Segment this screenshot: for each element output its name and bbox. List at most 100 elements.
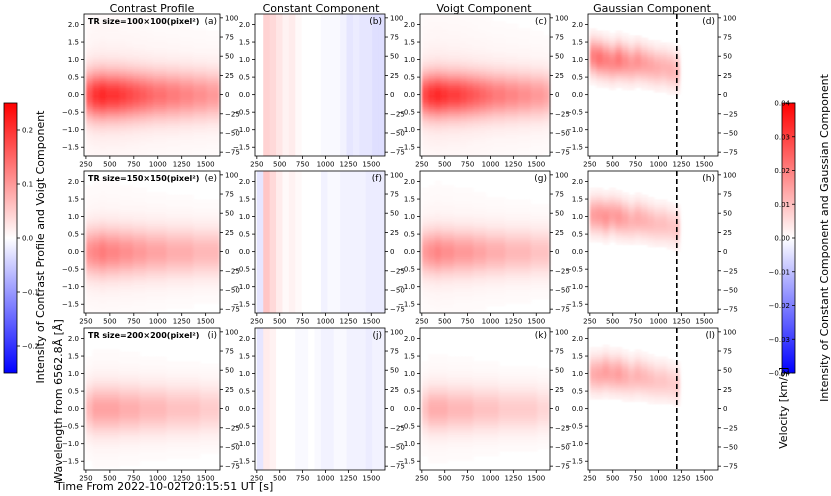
heatmap-cell (106, 189, 114, 193)
heatmap-cell (434, 51, 442, 55)
heatmap-cell (609, 61, 617, 65)
heatmap-cell (441, 40, 449, 43)
heatmap-cell (453, 204, 461, 208)
heatmap-cell (453, 63, 461, 67)
heatmap-cell (660, 85, 668, 88)
heatmap-cell (112, 129, 121, 133)
heatmap-cell (485, 129, 493, 133)
heatmap-cell (447, 101, 455, 105)
heatmap-cell (139, 32, 147, 36)
heatmap-cell (589, 61, 597, 65)
heatmap-cell (466, 56, 474, 60)
heatmap-cell (466, 58, 474, 62)
heatmap-cell (524, 270, 532, 274)
heatmap-cell (213, 139, 220, 143)
heatmap-cell (537, 239, 545, 243)
heatmap-cell (609, 37, 617, 41)
heatmap-cell (166, 291, 174, 295)
heatmap-cell (492, 73, 500, 77)
heatmap-cell (473, 284, 481, 288)
heatmap-cell (112, 70, 121, 74)
heatmap-cell (112, 213, 121, 217)
heatmap-cell (199, 144, 208, 148)
heatmap-cell (186, 37, 194, 41)
heatmap-cell (421, 258, 429, 262)
heatmap-cell (152, 75, 161, 79)
heatmap-cell (460, 134, 468, 138)
heatmap-cell (119, 141, 127, 145)
heatmap-cell (505, 253, 513, 257)
heatmap-cell (460, 61, 468, 65)
heatmap-cell (193, 139, 201, 143)
heatmap-cell (159, 270, 167, 274)
heatmap-cell (179, 96, 188, 100)
heatmap-cell (447, 277, 455, 281)
heatmap-cell (126, 277, 134, 281)
heatmap-cell (485, 21, 493, 25)
heatmap-cell (146, 56, 154, 60)
heatmap-cell (106, 18, 114, 22)
heatmap-cell (498, 234, 506, 238)
heatmap-cell (166, 66, 174, 70)
x-tick-label: 1000 (149, 161, 167, 169)
heatmap-cell (473, 96, 481, 100)
heatmap-cell (453, 199, 461, 203)
heatmap-cell (421, 54, 429, 58)
heatmap-cell (498, 284, 506, 288)
heatmap-cell (447, 308, 455, 312)
heatmap-cell (466, 120, 474, 124)
heatmap-cell (92, 153, 100, 157)
panel-letter: (c) (535, 17, 547, 27)
heatmap-cell (152, 113, 161, 117)
heatmap-cell (159, 277, 167, 281)
heatmap-cell (428, 225, 436, 229)
heatmap-cell (505, 208, 513, 212)
heatmap-cell (511, 225, 519, 229)
heatmap-cell (524, 263, 532, 267)
heatmap-cell (421, 251, 429, 255)
heatmap-cell (505, 85, 513, 88)
heatmap-cell (206, 244, 214, 248)
heatmap-cell (473, 49, 481, 53)
heatmap-cell (152, 260, 161, 264)
heatmap-cell (473, 263, 481, 267)
heatmap-cell (421, 206, 429, 210)
heatmap-cell (186, 73, 194, 77)
heatmap-cell (647, 82, 655, 86)
heatmap-cell (460, 237, 468, 241)
heatmap-cell (498, 298, 506, 302)
heatmap-cell (92, 111, 100, 114)
heatmap-cell (159, 144, 167, 148)
heatmap-cell (421, 187, 429, 191)
heatmap-cell (213, 113, 220, 117)
heatmap-cell (85, 85, 94, 88)
heatmap-cell (213, 146, 220, 150)
heatmap-cell (524, 294, 532, 298)
heatmap-cell (186, 251, 194, 255)
heatmap-cell (543, 137, 550, 141)
heatmap-cell (505, 151, 513, 155)
heatmap-cell (466, 303, 474, 307)
heatmap-cell (596, 82, 604, 86)
panel-1-4: 250 500 750 1000 1250 1500−1.5−1.0−0.50.00.51… (566, 13, 738, 169)
heatmap-cell (106, 28, 114, 32)
heatmap-cell (485, 260, 493, 264)
heatmap-cell (473, 199, 481, 203)
heatmap-cell (447, 256, 455, 260)
heatmap-cell (92, 206, 100, 210)
heatmap-cell (485, 68, 493, 72)
heatmap-cell (132, 249, 141, 253)
heatmap-cell (466, 111, 474, 114)
y-tick-label: 0.0 (404, 91, 415, 99)
heatmap-cell (199, 282, 208, 286)
heatmap-cell (199, 286, 208, 290)
heatmap-cell (641, 54, 649, 58)
heatmap-cell (173, 115, 181, 119)
heatmap-cell (421, 47, 429, 51)
heatmap-cell (479, 49, 487, 53)
heatmap-cell (492, 298, 500, 302)
heatmap-cell (485, 99, 493, 103)
heatmap-cell (92, 199, 100, 203)
heatmap-cell (213, 99, 220, 103)
heatmap-cell (166, 120, 174, 124)
